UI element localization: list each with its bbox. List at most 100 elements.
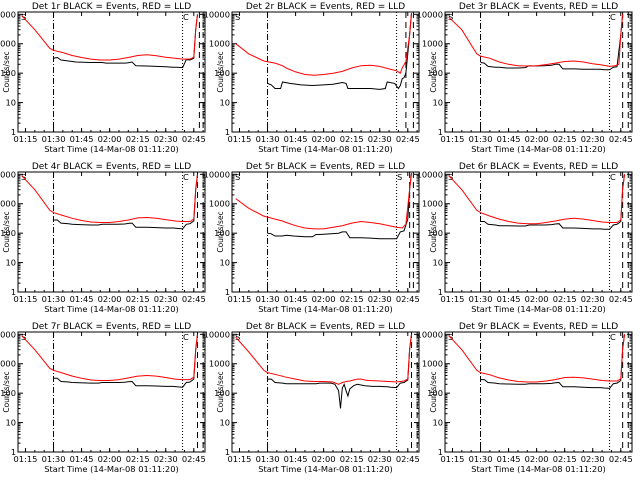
chart-4-ytick-label: 1 [11,287,16,297]
chart-2-title: Det 2r BLACK = Events, RED = LLD [246,2,405,12]
chart-3-series-lld-red [448,14,624,67]
chart-1-xtick-label: 01:15 [14,134,38,144]
chart-3: Det 3r BLACK = Events, RED = LLD Counts/s… [417,2,633,154]
chart-5-xtick-label: 01:15 [228,294,252,304]
chart-6-xlabel: Start Time (14-Mar-08 01:11:20) [471,304,605,314]
chart-2-xtick-label: 01:15 [228,134,252,144]
chart-5: Det 5r BLACK = Events, RED = LLD Counts/s… [204,162,420,314]
chart-1-ytick-label: 1 [11,127,16,137]
chart-2-xtick-label: 02:30 [368,134,392,144]
chart-5-xtick-label: 01:30 [256,294,280,304]
chart-5-xtick-label: 01:45 [284,294,308,304]
chart-2-ytick-label: 10000 [204,9,230,19]
chart-9-xtick-label: 02:00 [525,454,549,464]
chart-7-xlabel: Start Time (14-Mar-08 01:11:20) [44,464,178,474]
chart-4-xtick-label: 02:15 [126,294,150,304]
chart-9-marker-label: C [610,332,616,342]
chart-8-xtick-label: 02:30 [368,454,392,464]
chart-3-title: Det 3r BLACK = Events, RED = LLD [459,2,618,12]
chart-6-marker-label: C [610,172,616,182]
chart-5-xtick-label: 02:00 [312,294,336,304]
chart-3-ytick-label: 1 [438,127,443,137]
chart-2-xtick-label: 02:15 [340,134,364,144]
chart-1-xtick-label: 02:45 [182,134,206,144]
chart-2-ylabel: Counts/sec [216,51,225,92]
chart-9-xtick-label: 01:45 [497,454,521,464]
chart-6-marker-label: S [448,172,453,182]
chart-1-title: Det 1r BLACK = Events, RED = LLD [32,2,191,12]
chart-5-marker-label: S [397,172,402,182]
chart-1-xtick-label: 02:30 [154,134,178,144]
chart-5-ytick-label: 1000 [209,199,230,209]
chart-8-ytick-label: 10 [219,418,230,428]
chart-8-ytick-label: 10000 [204,329,230,339]
chart-1-frame [17,11,206,133]
chart-9-ytick-label: 100 [427,388,443,398]
chart-9-xtick-label: 02:45 [609,454,633,464]
chart-3-ylabel: Counts/sec [429,51,438,92]
chart-4: Det 4r BLACK = Events, RED = LLD Counts/s… [0,162,206,314]
chart-7-ytick-label: 1000 [0,359,16,369]
chart-4-ytick-label: 100 [0,228,16,238]
chart-4-marker-label: S [21,172,26,182]
chart-1-xtick-label: 01:30 [42,134,66,144]
chart-1-xtick-label: 02:15 [126,134,150,144]
chart-7-xtick-label: 02:00 [98,454,122,464]
chart-4-frame [17,171,206,293]
chart-6-xtick-label: 02:30 [581,294,605,304]
chart-3-xtick-label: 02:00 [525,134,549,144]
chart-2-xtick-label: 01:30 [256,134,280,144]
chart-7-marker-label: S [21,332,26,342]
chart-9-xtick-label: 02:15 [553,454,577,464]
chart-6: Det 6r BLACK = Events, RED = LLD Counts/s… [417,162,633,314]
chart-7-ytick-label: 100 [0,388,16,398]
chart-7-frame [17,331,206,453]
chart-8-xtick-label: 02:45 [396,454,420,464]
chart-2-xtick-label: 01:45 [284,134,308,144]
chart-9-ylabel: Counts/sec [429,371,438,412]
chart-5-ylabel: Counts/sec [216,211,225,252]
chart-3-xtick-label: 02:45 [609,134,633,144]
chart-2-ytick-label: 1 [225,127,230,137]
chart-4-ytick-label: 1000 [0,199,16,209]
chart-9-ytick-label: 10000 [417,329,443,339]
chart-1-xtick-label: 02:00 [98,134,122,144]
chart-2-xtick-label: 02:00 [312,134,336,144]
chart-6-frame [444,171,633,293]
chart-2-series-lld-red [235,13,412,76]
chart-9: Det 9r BLACK = Events, RED = LLD Counts/s… [417,322,633,474]
chart-1-series-lld-red [21,14,198,61]
chart-9-series-lld-red [448,334,625,383]
chart-7-ytick-label: 1 [11,447,16,457]
chart-7: Det 7r BLACK = Events, RED = LLD Counts/s… [0,322,206,474]
chart-3-ytick-label: 100 [427,68,443,78]
chart-2-ytick-label: 1000 [209,39,230,49]
chart-1-xlabel: Start Time (14-Mar-08 01:11:20) [44,144,178,154]
chart-6-xtick-label: 02:00 [525,294,549,304]
chart-3-ytick-label: 10 [432,98,443,108]
chart-2-frame [231,11,420,133]
chart-8-xtick-label: 02:15 [340,454,364,464]
chart-9-series-events-black [480,334,625,389]
chart-7-xtick-label: 02:15 [126,454,150,464]
chart-3-xlabel: Start Time (14-Mar-08 01:11:20) [471,144,605,154]
chart-7-xtick-label: 01:45 [70,454,94,464]
chart-5-xlabel: Start Time (14-Mar-08 01:11:20) [258,304,392,314]
chart-1: Det 1r BLACK = Events, RED = LLD Counts/s… [0,2,206,154]
chart-6-title: Det 6r BLACK = Events, RED = LLD [459,162,618,172]
chart-7-marker-label: C [183,332,189,342]
chart-7-ytick-label: 10000 [0,329,16,339]
chart-2-xlabel: Start Time (14-Mar-08 01:11:20) [258,144,392,154]
chart-7-xtick-label: 01:30 [42,454,66,464]
chart-8-ytick-label: 100 [214,388,230,398]
chart-8-xlabel: Start Time (14-Mar-08 01:11:20) [258,464,392,474]
chart-4-xtick-label: 01:30 [42,294,66,304]
chart-4-xtick-label: 02:45 [182,294,206,304]
chart-1-marker-label: S [21,12,26,22]
chart-5-title: Det 5r BLACK = Events, RED = LLD [246,162,405,172]
chart-4-ylabel: Counts/sec [2,211,11,252]
chart-7-series-lld-red [21,334,198,381]
chart-7-xtick-label: 02:30 [154,454,178,464]
chart-3-ytick-label: 10000 [417,9,443,19]
chart-8: Det 8r BLACK = Events, RED = LLD Counts/s… [204,322,420,474]
